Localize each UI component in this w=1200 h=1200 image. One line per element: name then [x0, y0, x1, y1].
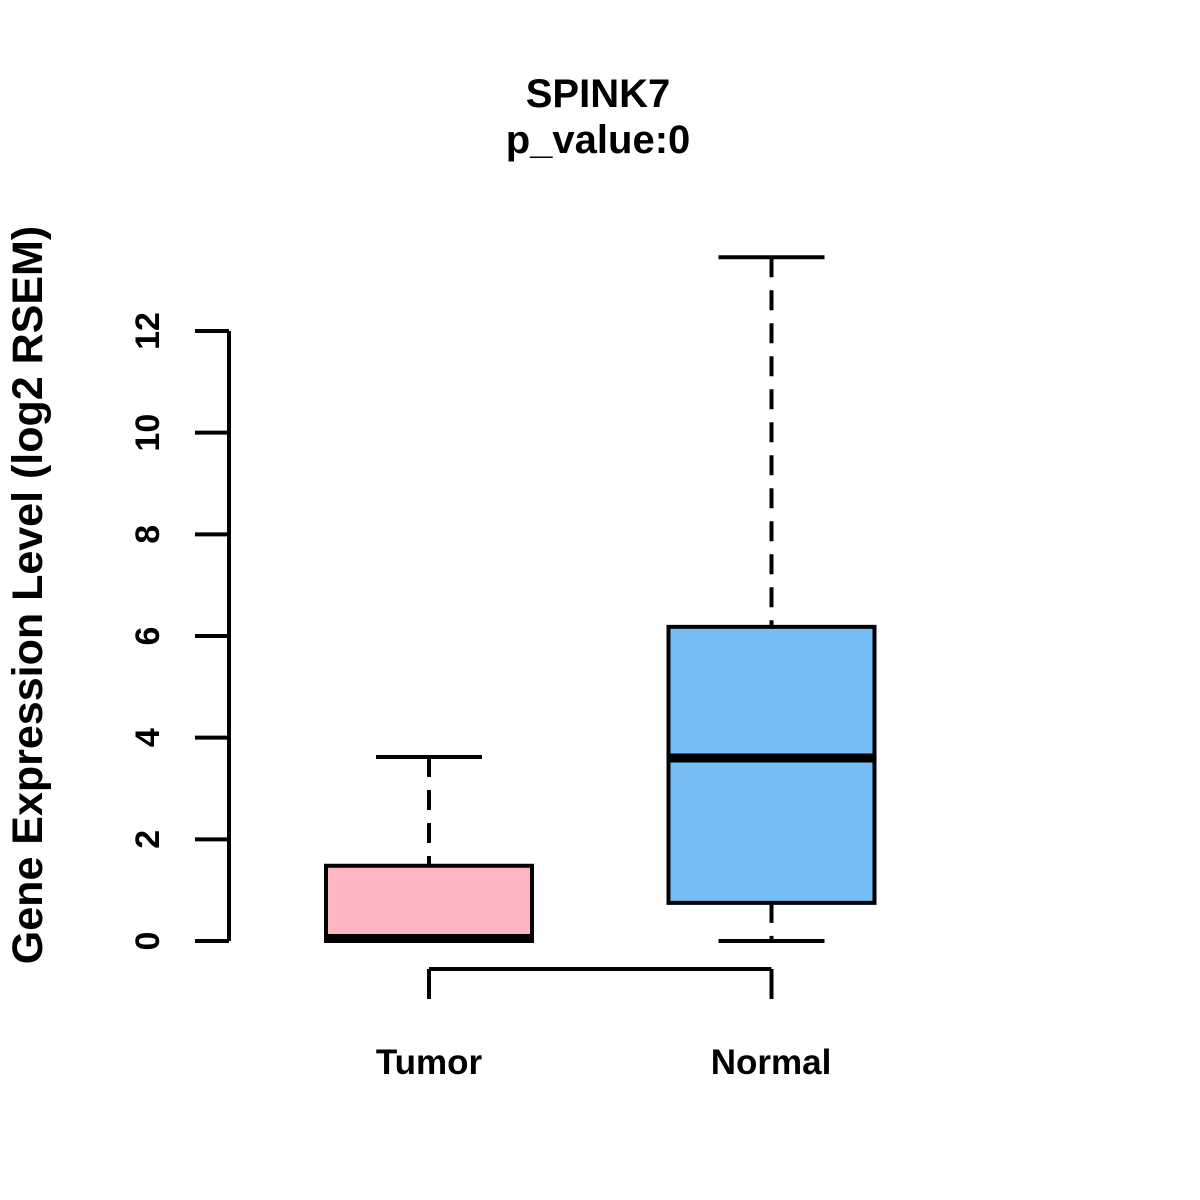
box-normal	[666, 624, 877, 905]
x-axis	[427, 967, 774, 999]
y-tick-label: 6	[129, 627, 167, 646]
x-tick-label-normal: Normal	[711, 1043, 832, 1082]
plot-area	[324, 255, 877, 943]
x-tick-label-tumor: Tumor	[376, 1043, 483, 1082]
y-tick-label: 8	[129, 525, 167, 544]
chart-title: SPINK7	[526, 72, 671, 116]
y-tick-label: 0	[129, 932, 167, 951]
y-axis-label: Gene Expression Level (log2 RSEM)	[4, 226, 52, 964]
y-tick-label: 2	[129, 830, 167, 849]
y-tick-label: 10	[129, 414, 167, 452]
y-tick-label: 12	[129, 312, 167, 350]
y-tick-label: 4	[129, 728, 167, 747]
y-axis: 0 2 4 6 8 10 12	[129, 312, 231, 951]
box-tumor	[324, 863, 534, 943]
chart-subtitle: p_value:0	[506, 118, 691, 162]
